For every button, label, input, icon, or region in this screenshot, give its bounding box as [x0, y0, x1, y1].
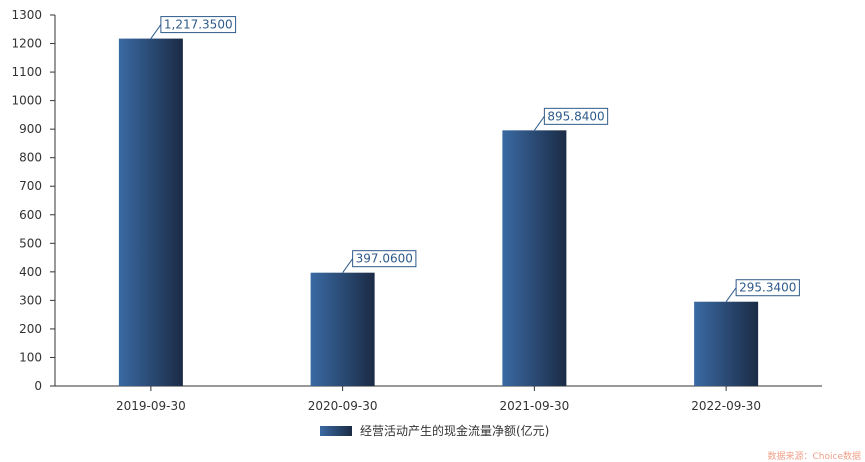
bar[interactable]	[502, 130, 567, 386]
data-label-box	[543, 107, 609, 125]
y-tick-label: 0	[34, 379, 42, 393]
legend[interactable]: 经营活动产生的现金流量净额(亿元)	[320, 423, 549, 438]
data-label-box	[735, 279, 800, 297]
bar[interactable]	[694, 301, 759, 386]
data-label-leader	[342, 258, 354, 273]
y-tick-label: 300	[19, 293, 42, 307]
bar[interactable]	[310, 272, 375, 386]
y-tick-label: 1300	[11, 8, 42, 22]
x-axis: 2019-09-30 2020-09-30 2021-09-30 2022-09-30	[55, 385, 822, 413]
legend-swatch	[320, 426, 352, 436]
y-tick-label: 900	[19, 122, 42, 136]
y-tick-label: 1200	[11, 37, 42, 51]
data-label-leader	[150, 24, 162, 39]
data-label: 895.8400	[547, 109, 604, 123]
data-label-box	[352, 250, 417, 268]
y-tick-label: 700	[19, 179, 42, 193]
data-label-leader	[725, 287, 737, 303]
bars	[118, 38, 759, 387]
data-label-leader	[533, 116, 545, 131]
x-tick-label: 2020-09-30	[308, 399, 378, 413]
x-tick-label: 2019-09-30	[116, 399, 186, 413]
data-label-box	[160, 16, 237, 34]
legend-label: 经营活动产生的现金流量净额(亿元)	[360, 423, 549, 438]
data-label: 397.0600	[356, 252, 413, 266]
y-tick-label: 400	[19, 265, 42, 279]
data-label: 1,217.3500	[164, 18, 233, 32]
data-label: 295.3400	[739, 281, 796, 295]
bar[interactable]	[118, 38, 183, 387]
data-labels: 1,217.3500 397.0600 895.8400 295.3400	[150, 16, 800, 303]
y-tick-label: 500	[19, 236, 42, 250]
y-tick-label: 200	[19, 322, 42, 336]
x-tick-label: 2021-09-30	[500, 399, 570, 413]
x-tick-label: 2022-09-30	[691, 399, 761, 413]
y-tick-label: 1000	[11, 94, 42, 108]
y-tick-label: 100	[19, 350, 42, 364]
y-axis: 0 100 200 300 400 500 600 700 800 900 1000 1100 1200…	[11, 8, 56, 393]
data-source-note: 数据来源：Choice数据	[768, 450, 861, 462]
y-tick-label: 600	[19, 208, 42, 222]
y-tick-label: 800	[19, 151, 42, 165]
y-tick-label: 1100	[11, 65, 42, 79]
